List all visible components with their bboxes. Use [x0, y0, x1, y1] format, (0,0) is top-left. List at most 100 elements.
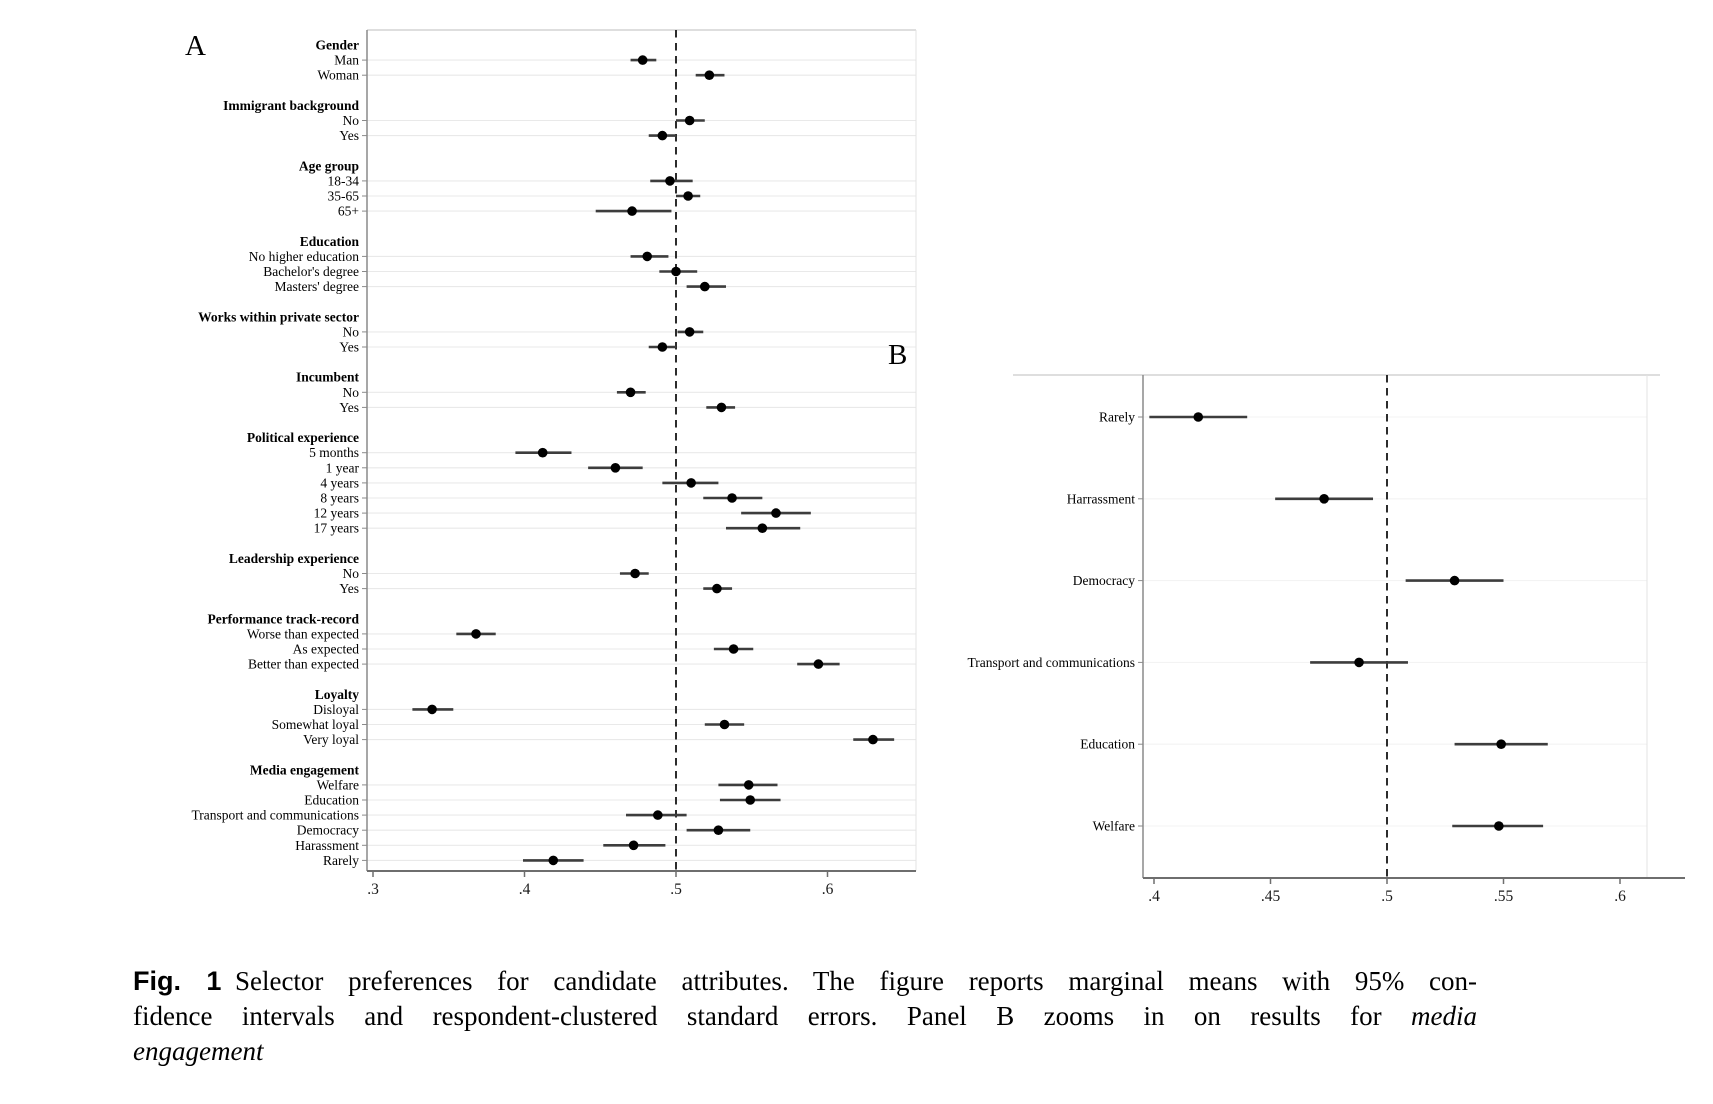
- forest-group-header-row: Political experience: [247, 430, 359, 445]
- forest-group-header-row: Gender: [316, 38, 360, 53]
- point-marker: [427, 704, 437, 715]
- forest-row: Disloyal: [313, 702, 454, 717]
- category-label: 17 years: [314, 521, 359, 536]
- x-tick-label: .5: [670, 881, 682, 898]
- category-label: Very loyal: [303, 732, 359, 747]
- forest-row: Worse than expected: [247, 626, 496, 641]
- category-label: 65+: [338, 204, 359, 219]
- point-marker: [630, 568, 640, 579]
- category-label: Welfare: [1093, 819, 1135, 834]
- forest-row: No: [343, 113, 705, 128]
- category-label: Democracy: [297, 823, 359, 838]
- group-header: Media engagement: [250, 762, 360, 777]
- forest-group-header-row: Leadership experience: [229, 551, 359, 566]
- forest-row: Democracy: [297, 823, 751, 838]
- point-marker: [686, 478, 696, 488]
- category-label: Worse than expected: [247, 626, 359, 641]
- point-marker: [868, 734, 878, 745]
- caption-text: media: [1411, 1001, 1477, 1031]
- category-label: Woman: [317, 68, 359, 83]
- category-label: Education: [304, 793, 359, 808]
- forest-row: Transport and communications: [968, 655, 1408, 670]
- caption-line: fidence intervals and respondent-cluster…: [133, 999, 1477, 1034]
- point-marker: [642, 251, 653, 262]
- category-label: Somewhat loyal: [272, 717, 360, 732]
- forest-row: Yes: [339, 340, 676, 355]
- forest-row: No: [343, 566, 649, 581]
- forest-row: 18-34: [328, 173, 693, 188]
- category-label: Democracy: [1073, 573, 1135, 588]
- point-marker: [625, 387, 636, 398]
- point-marker: [684, 327, 695, 337]
- caption-line: Fig. 1 Selector preferences for candidat…: [133, 964, 1477, 999]
- category-label: Bachelor's degree: [263, 264, 359, 279]
- point-marker: [757, 523, 768, 533]
- point-marker: [653, 810, 663, 820]
- category-label: No: [343, 385, 360, 400]
- caption-line: engagement: [133, 1034, 1477, 1069]
- category-label: As expected: [293, 642, 360, 657]
- forest-row: Masters' degree: [274, 279, 726, 294]
- point-marker: [1354, 657, 1364, 668]
- category-label: No: [343, 566, 360, 581]
- x-tick-label: .4: [1148, 888, 1160, 905]
- point-marker: [657, 130, 668, 141]
- x-tick-label: .45: [1261, 888, 1281, 905]
- forest-row: Man: [334, 53, 657, 68]
- x-tick-label: .6: [822, 881, 834, 898]
- forest-row: Rarely: [1099, 410, 1248, 425]
- x-tick-label: .3: [367, 881, 379, 898]
- category-label: Disloyal: [313, 702, 359, 717]
- point-marker: [548, 855, 559, 866]
- panel-label-a: A: [185, 30, 206, 62]
- forest-row: No higher education: [249, 249, 669, 264]
- forest-row: Democracy: [1073, 573, 1504, 588]
- category-label: No: [343, 324, 360, 339]
- point-marker: [813, 659, 824, 669]
- group-header: Loyalty: [315, 687, 360, 702]
- group-header: Immigrant background: [223, 98, 359, 113]
- forest-row: 65+: [338, 204, 672, 219]
- category-label: Yes: [339, 400, 359, 415]
- category-label: Transport and communications: [192, 808, 359, 823]
- forest-row: Yes: [339, 581, 733, 596]
- group-header: Gender: [316, 38, 360, 53]
- point-marker: [771, 508, 781, 518]
- category-label: Harassment: [295, 838, 359, 853]
- group-header: Education: [300, 234, 360, 249]
- forest-row: Very loyal: [303, 732, 895, 747]
- forest-row: Education: [304, 793, 781, 808]
- forest-row: Harrassment: [1067, 491, 1374, 506]
- point-marker: [716, 402, 727, 413]
- forest-row: Woman: [317, 68, 725, 83]
- caption-text: fidence intervals and respondent-cluster…: [133, 1001, 1412, 1031]
- forest-row: Rarely: [323, 853, 584, 868]
- category-label: Education: [1080, 737, 1135, 752]
- caption-figure-label: Fig. 1: [133, 966, 222, 996]
- group-header: Age group: [299, 158, 359, 173]
- point-marker: [683, 191, 693, 201]
- forest-group-header-row: Incumbent: [296, 370, 360, 385]
- forest-row: Education: [1080, 737, 1548, 752]
- point-marker: [628, 840, 639, 851]
- x-tick-label: .6: [1614, 888, 1626, 905]
- point-marker: [637, 55, 648, 65]
- point-marker: [743, 780, 754, 790]
- category-label: Rarely: [1099, 410, 1135, 425]
- category-label: Rarely: [323, 853, 359, 868]
- point-marker: [671, 266, 681, 277]
- point-marker: [727, 493, 737, 503]
- forest-row: As expected: [293, 642, 754, 657]
- point-marker: [1449, 575, 1460, 586]
- point-marker: [704, 70, 715, 80]
- category-label: 4 years: [320, 475, 359, 490]
- forest-row: 8 years: [320, 491, 763, 506]
- point-marker: [745, 795, 756, 805]
- forest-group-header-row: Media engagement: [250, 762, 360, 777]
- forest-group-header-row: Loyalty: [315, 687, 360, 702]
- point-marker: [713, 825, 724, 835]
- point-marker: [712, 583, 722, 594]
- forest-group-header-row: Education: [300, 234, 360, 249]
